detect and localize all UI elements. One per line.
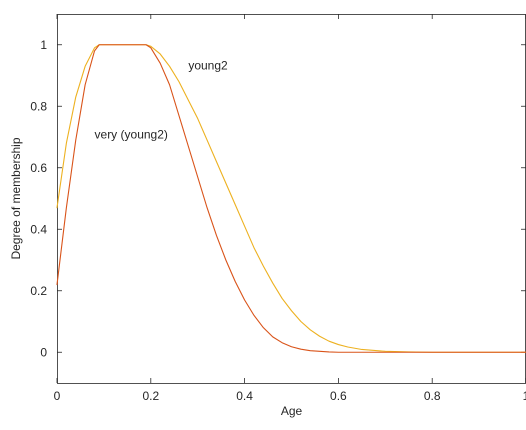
x-tick-label: 0.2 [142,389,159,403]
y-tick-label: 1 [40,38,47,52]
x-tick-label: 0.8 [424,389,441,403]
y-tick-label: 0.4 [30,222,47,236]
series-line-young2 [56,44,526,353]
y-tick-label: 0 [40,345,47,359]
x-axis: 0 0.2 0.4 0.6 0.8 1 [54,14,526,403]
x-tick-label: 0 [54,389,61,403]
series-layer [56,44,526,353]
annotation-label: young2 [188,58,228,72]
x-tick-label: 1 [523,389,526,403]
y-tick-label: 0.2 [30,284,47,298]
y-axis-label: Degree of membership [9,137,23,259]
x-tick-label: 0.4 [236,389,253,403]
annotation-layer: young2 very (young2) [95,58,228,141]
annotation-label: very (young2) [95,128,168,142]
y-axis: 0 0.2 0.4 0.6 0.8 1 [30,38,526,359]
x-axis-label: Age [281,404,303,418]
y-tick-label: 0.8 [30,99,47,113]
y-tick-label: 0.6 [30,161,47,175]
x-tick-label: 0.6 [330,389,347,403]
series-line-very-young2 [56,44,526,353]
plot-box [57,14,526,384]
plot-frame [57,14,526,384]
